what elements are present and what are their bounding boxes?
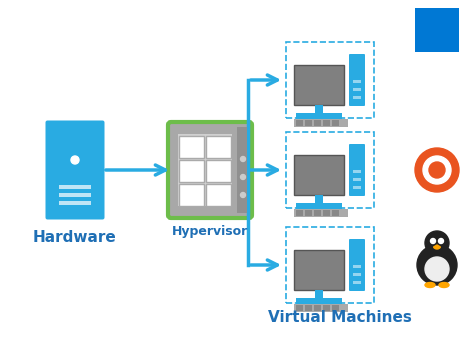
Circle shape [438, 238, 444, 243]
Text: Virtual Machines: Virtual Machines [268, 310, 412, 325]
Bar [314, 120, 321, 126]
Bar [294, 119, 348, 127]
Bar [353, 170, 361, 173]
Bar [296, 203, 342, 209]
Bar [332, 120, 339, 126]
Wedge shape [434, 245, 440, 249]
Bar [237, 127, 247, 213]
Bar [206, 136, 231, 158]
Bar [294, 155, 344, 195]
Bar [178, 134, 232, 206]
FancyBboxPatch shape [349, 54, 365, 106]
Bar [323, 305, 330, 311]
Bar [296, 120, 303, 126]
Circle shape [425, 231, 449, 255]
Bar [315, 195, 323, 203]
Bar [314, 305, 321, 311]
Ellipse shape [425, 282, 435, 287]
Bar [294, 209, 348, 217]
Bar [353, 273, 361, 276]
Circle shape [430, 238, 436, 243]
Circle shape [425, 257, 449, 281]
Text: Hardware: Hardware [33, 230, 117, 245]
Bar [353, 178, 361, 181]
Bar [415, 8, 459, 52]
Bar [294, 65, 344, 105]
Bar [315, 105, 323, 113]
Circle shape [415, 148, 459, 192]
Bar [206, 160, 231, 182]
Bar [296, 113, 342, 119]
Circle shape [423, 156, 451, 184]
Circle shape [240, 193, 246, 197]
Circle shape [429, 162, 445, 178]
Bar [59, 201, 91, 205]
Circle shape [417, 245, 457, 285]
Text: ⊞: ⊞ [429, 64, 445, 84]
Text: Windows 11: Windows 11 [421, 54, 455, 59]
Text: Hypervisor: Hypervisor [172, 225, 248, 238]
Bar [353, 186, 361, 189]
Bar [353, 281, 361, 284]
Ellipse shape [439, 282, 449, 287]
Bar [323, 120, 330, 126]
Bar [353, 80, 361, 83]
Bar [332, 210, 339, 216]
Bar [332, 305, 339, 311]
Circle shape [240, 175, 246, 179]
Bar [296, 298, 342, 304]
FancyBboxPatch shape [46, 120, 104, 220]
Bar [179, 184, 204, 206]
Bar [315, 290, 323, 298]
Bar [294, 304, 348, 312]
Bar [286, 227, 374, 303]
FancyBboxPatch shape [349, 239, 365, 291]
Bar [353, 96, 361, 99]
Bar [296, 210, 303, 216]
FancyBboxPatch shape [168, 122, 252, 218]
Bar [314, 210, 321, 216]
FancyBboxPatch shape [349, 144, 365, 196]
Bar [206, 184, 231, 206]
Circle shape [71, 156, 79, 164]
Bar [305, 120, 312, 126]
Bar [305, 305, 312, 311]
Bar [286, 42, 374, 118]
Bar [353, 88, 361, 91]
Bar [294, 250, 344, 290]
Bar [296, 305, 303, 311]
Circle shape [240, 157, 246, 162]
Bar [323, 210, 330, 216]
Bar [59, 193, 91, 196]
Bar [59, 184, 91, 189]
Bar [353, 265, 361, 268]
Bar [305, 210, 312, 216]
Bar [286, 132, 374, 208]
Bar [179, 136, 204, 158]
Bar [179, 160, 204, 182]
